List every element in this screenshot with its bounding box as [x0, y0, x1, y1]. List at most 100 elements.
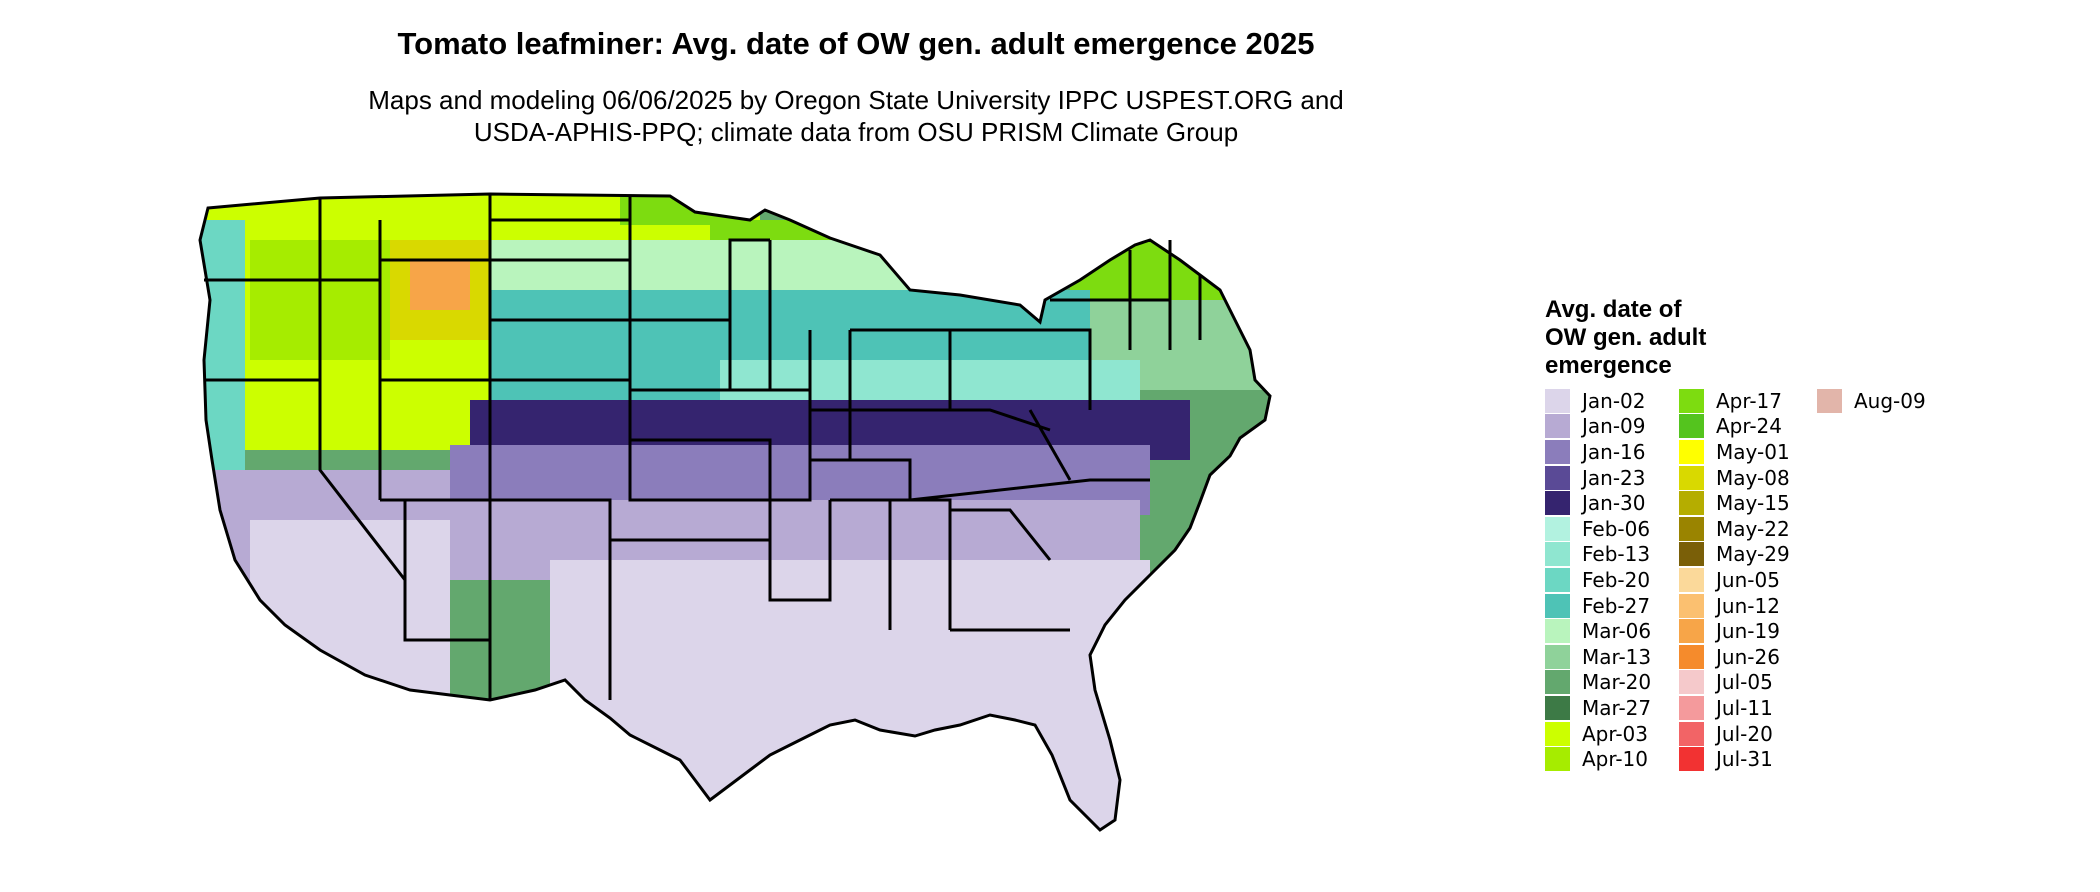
legend-label: Jul-31 [1716, 747, 1773, 772]
legend-title: Avg. date of OW gen. adult emergence [1545, 296, 2085, 380]
boundary-va [1028, 409, 1072, 481]
state-boundaries [198, 192, 1272, 832]
legend-item: Jan-02 [1545, 388, 1669, 414]
legend-item: Jan-23 [1545, 465, 1669, 491]
legend-title-line-3: emergence [1545, 352, 1672, 379]
legend-label: May-22 [1716, 516, 1790, 541]
legend-swatch [1679, 670, 1704, 695]
legend-label: Jan-30 [1582, 491, 1646, 516]
legend-label: Jan-09 [1582, 414, 1646, 439]
band-jan-02-sw [250, 520, 450, 770]
emergence-bands [200, 194, 1270, 830]
legend-item: Mar-20 [1545, 670, 1669, 696]
legend-label: Mar-27 [1582, 695, 1652, 720]
legend-label: Apr-17 [1716, 388, 1782, 413]
legend-label: Mar-06 [1582, 619, 1652, 644]
band-jun-19-peaks [410, 260, 470, 310]
legend-label: Jul-05 [1716, 670, 1773, 695]
legend-label: Apr-24 [1716, 414, 1782, 439]
boundary-il-in [808, 330, 852, 460]
us-map [190, 180, 1520, 890]
legend-swatch [1679, 491, 1704, 516]
legend-label: Jun-12 [1716, 593, 1780, 618]
legend-label: Apr-10 [1582, 747, 1648, 772]
legend-label: Jan-16 [1582, 439, 1646, 464]
legend-label: Feb-27 [1582, 593, 1651, 618]
legend-label: Jul-20 [1716, 721, 1773, 746]
legend-swatch [1679, 388, 1704, 413]
legend-column-2: Apr-17 Apr-24 May-01 May-08 May-15 May-22 May-… [1679, 388, 1807, 772]
legend-swatch [1679, 619, 1704, 644]
legend-item: Jul-31 [1679, 746, 1807, 772]
boundary-tx-ok [608, 500, 770, 542]
legend-swatch [1679, 695, 1704, 720]
legend-item: May-08 [1679, 465, 1807, 491]
legend-swatch [1545, 465, 1570, 490]
boundary-nv-ut [318, 380, 382, 500]
legend-item: Apr-03 [1545, 721, 1669, 747]
legend-item: Jun-05 [1679, 567, 1807, 593]
legend-swatch [1545, 619, 1570, 644]
boundary-pa [950, 328, 1092, 410]
legend-item: Feb-20 [1545, 567, 1669, 593]
boundary-ar-la [768, 500, 832, 602]
legend-item: Jun-19 [1679, 618, 1807, 644]
legend-item: Mar-27 [1545, 695, 1669, 721]
legend-item: Jan-16 [1545, 439, 1669, 465]
legend-label: Jun-19 [1716, 619, 1780, 644]
legend-swatch [1545, 542, 1570, 567]
boundary-new-england [1128, 240, 1202, 350]
map-title: Tomato leafminer: Avg. date of OW gen. a… [397, 26, 1315, 61]
legend-swatch [1679, 439, 1704, 464]
boundary-tn [810, 458, 912, 500]
legend-item: Aug-09 [1817, 388, 1926, 414]
legend-swatch [1679, 567, 1704, 592]
map-subtitle: Maps and modeling 06/06/2025 by Oregon S… [0, 84, 1712, 148]
legend-item: Apr-10 [1545, 746, 1669, 772]
legend-swatch [1545, 516, 1570, 541]
boundary-mn-ia [728, 238, 770, 320]
legend-label: May-08 [1716, 465, 1790, 490]
legend-item: Jun-12 [1679, 593, 1807, 619]
legend-label: Jan-23 [1582, 465, 1646, 490]
legend-item: May-22 [1679, 516, 1807, 542]
legend-label: May-15 [1716, 491, 1790, 516]
legend-item: Apr-17 [1679, 388, 1807, 414]
legend-swatch [1679, 465, 1704, 490]
legend-swatch [1545, 721, 1570, 746]
legend-item: Apr-24 [1679, 414, 1807, 440]
legend-label: Feb-06 [1582, 516, 1651, 541]
legend-swatch [1817, 388, 1842, 413]
us-map-svg [198, 192, 1272, 832]
legend-item: Mar-13 [1545, 644, 1669, 670]
legend-swatch [1545, 747, 1570, 772]
boundary-wa-id [318, 198, 380, 282]
legend-item: Jun-26 [1679, 644, 1807, 670]
legend-label: Jul-11 [1716, 695, 1773, 720]
legend-item: Mar-06 [1545, 618, 1669, 644]
legend-label: Jun-26 [1716, 644, 1780, 669]
legend-label: Jan-02 [1582, 388, 1646, 413]
legend-item: Jan-09 [1545, 414, 1669, 440]
legend-column-1: Jan-02 Jan-09 Jan-16 Jan-23 Jan-30 Feb-06 Feb-… [1545, 388, 1669, 772]
boundary-ky [810, 408, 1051, 432]
legend-item: Jan-30 [1545, 490, 1669, 516]
legend-swatch [1679, 644, 1704, 669]
legend: Avg. date of OW gen. adult emergence Jan… [1545, 296, 2085, 772]
boundary-dakotas-east [628, 196, 770, 502]
legend-swatch [1545, 491, 1570, 516]
legend-label: Feb-13 [1582, 542, 1651, 567]
legend-columns: Jan-02 Jan-09 Jan-16 Jan-23 Jan-30 Feb-06 Feb-… [1545, 388, 2085, 772]
legend-title-line-1: Avg. date of [1545, 296, 1682, 323]
legend-swatch [1679, 721, 1704, 746]
legend-swatch [1545, 567, 1570, 592]
band-feb-20-coast [200, 220, 245, 480]
legend-label: May-01 [1716, 439, 1790, 464]
legend-label: Aug-09 [1854, 388, 1926, 413]
legend-item: Feb-27 [1545, 593, 1669, 619]
legend-swatch [1545, 670, 1570, 695]
legend-swatch [1679, 747, 1704, 772]
legend-swatch [1679, 542, 1704, 567]
boundary-nc [909, 478, 1150, 502]
legend-item: Feb-13 [1545, 542, 1669, 568]
